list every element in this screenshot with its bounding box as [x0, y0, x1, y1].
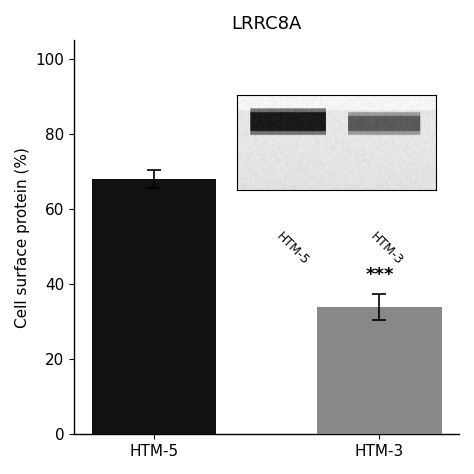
Y-axis label: Cell surface protein (%): Cell surface protein (%) [15, 147, 30, 328]
Bar [318, 307, 441, 434]
Title: LRRC8A: LRRC8A [231, 15, 302, 33]
Text: HTM-5: HTM-5 [274, 230, 311, 268]
Text: ***: *** [365, 266, 394, 284]
Text: HTM-3: HTM-3 [367, 230, 405, 267]
Bar [91, 179, 216, 434]
